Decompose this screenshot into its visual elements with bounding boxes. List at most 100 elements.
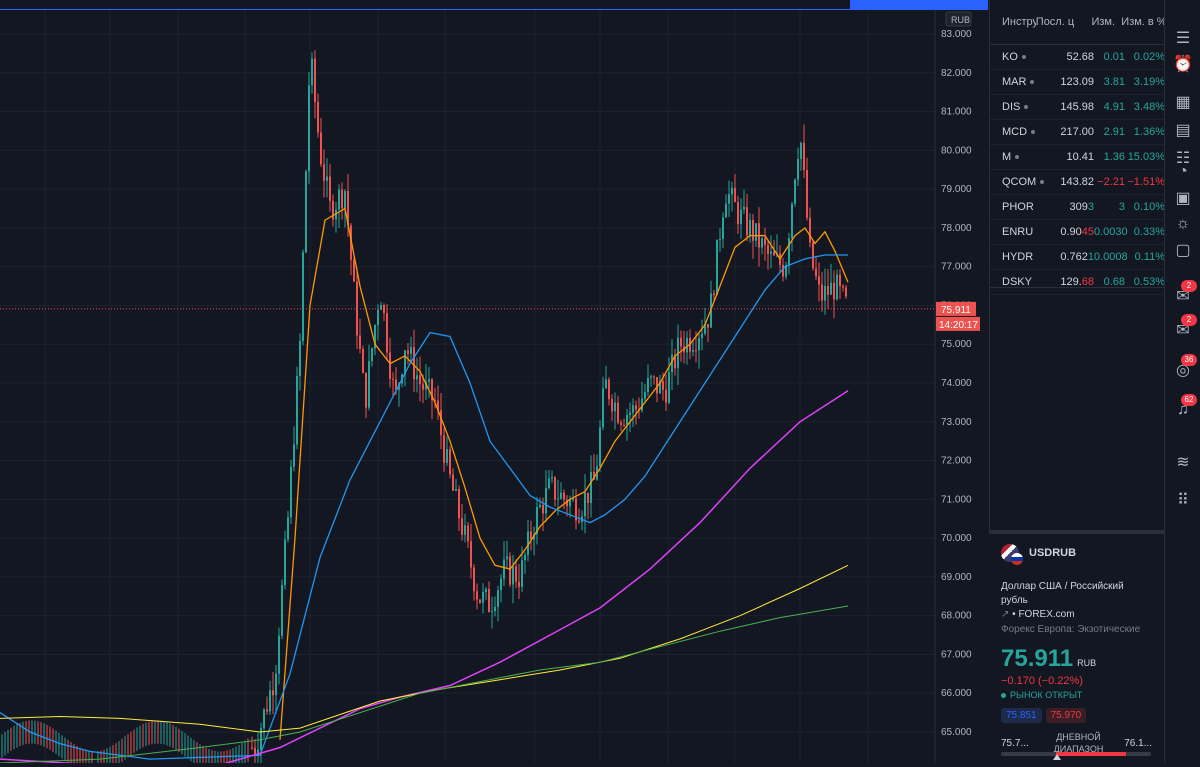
external-link-icon[interactable]: ↗ (1001, 609, 1010, 620)
alarm-clock-icon[interactable]: ⏰ (1173, 56, 1193, 73)
row-symbol[interactable]: QCOM (990, 176, 1054, 188)
calendar-grid-icon[interactable]: ▦ (1175, 94, 1191, 111)
streams-badge: 36 (1181, 354, 1197, 366)
candle-body (362, 348, 364, 373)
row-symbol[interactable]: PHOR (990, 201, 1054, 213)
candle-body (587, 492, 589, 503)
row-last-price: 145.98 (1054, 101, 1094, 113)
messages-icon[interactable]: ✉ 2 (1171, 314, 1197, 342)
details-price-block: 75.911 RUB (989, 635, 1164, 673)
candle-body (662, 381, 664, 390)
candle-body (320, 132, 322, 165)
ma-200-line (0, 564, 849, 733)
last-price-tag: 75.911 (941, 305, 971, 316)
watchlist-row-dis[interactable]: DIS 145.98 4.91 3.48% (990, 95, 1165, 120)
candle-body (377, 309, 379, 326)
details-source[interactable]: FOREX.com (1018, 609, 1075, 620)
candle-body (419, 375, 421, 385)
price-tick-label: 69.000 (941, 572, 972, 583)
row-symbol[interactable]: HYDR (990, 251, 1054, 263)
watchlist-row-mcd[interactable]: MCD 217.00 2.91 1.36% (990, 120, 1165, 145)
candle-body (431, 379, 433, 401)
last-price-value: 217.00 (1060, 126, 1094, 138)
candle-body (353, 259, 355, 282)
candle-body (800, 143, 802, 160)
news-icon[interactable]: ▤ (1175, 122, 1191, 139)
candle-body (434, 400, 436, 402)
watchlist-row-ko[interactable]: KO 52.68 0.01 0.02% (990, 45, 1165, 70)
watchlist-icon[interactable]: ☰ (1175, 30, 1191, 47)
candle-body (620, 422, 622, 425)
row-symbol-text: DSKY (1002, 276, 1032, 288)
data-window-icon[interactable]: ▢ (1175, 242, 1191, 259)
candle-body (296, 375, 298, 445)
row-symbol[interactable]: DIS (990, 101, 1054, 113)
watchlist-row-mar[interactable]: MAR 123.09 3.81 3.19% (990, 70, 1165, 95)
candle-body (494, 607, 496, 611)
row-last-price: 143.82 (1054, 176, 1094, 188)
candle-body (368, 361, 370, 408)
candle-body (794, 179, 796, 204)
candle-body (740, 209, 742, 225)
candle-body (557, 498, 559, 500)
column-header-change[interactable]: Изм. (1091, 16, 1116, 28)
candle-body (464, 525, 466, 535)
candle-body (461, 518, 463, 535)
candle-body (716, 239, 718, 296)
last-price-tail: 68 (1081, 276, 1094, 288)
pie-chart-icon[interactable]: ◔ (1178, 163, 1188, 180)
details-header[interactable]: USDRUB (989, 534, 1164, 565)
candle-body (713, 293, 715, 296)
watchlist-row-phor[interactable]: PHOR 3093 3 0.10% (990, 195, 1165, 220)
watchlist-row-qcom[interactable]: QCOM 143.82 −2.21 −1.51% (990, 170, 1165, 195)
range-high: 76.1... (1124, 737, 1152, 749)
column-header-symbol[interactable]: Инстру (1002, 16, 1036, 28)
watchlist-row-dsky[interactable]: DSKY 129.68 0.68 0.53% (990, 270, 1165, 295)
watchlist-row-hydr[interactable]: HYDR 0.7621 0.0008 0.11% (990, 245, 1165, 270)
candle-body (251, 747, 253, 749)
currency-box (945, 11, 972, 27)
price-chart[interactable]: 83.000 82.000 81.000 80.000 79.000 78.000 77.0… (0, 0, 988, 763)
streams-icon[interactable]: ◎ 36 (1171, 354, 1197, 382)
drag-handle-icon[interactable]: ⠿ (1177, 492, 1189, 509)
row-symbol[interactable]: MAR (990, 76, 1054, 88)
candle-body (254, 747, 256, 756)
chat-icon[interactable]: ✉ 2 (1171, 280, 1197, 308)
column-header-change-pct[interactable]: Изм. в % (1121, 16, 1165, 28)
calendar-icon[interactable]: ▣ (1175, 190, 1191, 207)
candle-body (827, 285, 829, 295)
top-strip-highlight (850, 0, 988, 9)
row-symbol[interactable]: MCD (990, 126, 1054, 138)
watchlist-row-m[interactable]: M 10.41 1.36 15.03% (990, 145, 1165, 170)
order-panel-icon[interactable]: ≋ (1176, 454, 1190, 471)
notifications-badge: 62 (1181, 394, 1197, 406)
candle-body (500, 578, 502, 591)
row-last-price: 0.9045 (1054, 226, 1094, 238)
row-change: 0.0008 (1094, 251, 1128, 263)
last-price-tail: 1 (1087, 251, 1094, 263)
candle-body (518, 581, 520, 587)
row-symbol[interactable]: KO (990, 51, 1054, 63)
range-bar (1001, 752, 1151, 760)
column-header-last[interactable]: Посл. ц (1035, 16, 1075, 28)
candle-body (257, 749, 259, 756)
idea-bulb-icon[interactable]: ☼ (1175, 215, 1191, 232)
last-price-value: 143.82 (1060, 176, 1094, 188)
row-symbol[interactable]: M (990, 151, 1054, 163)
candle-body (497, 590, 499, 608)
bid-ask: 75.851 75.970 (989, 700, 1164, 723)
candle-body (317, 101, 319, 133)
candle-body (545, 488, 547, 514)
row-symbol[interactable]: ENRU (990, 226, 1054, 238)
watchlist-row-enru[interactable]: ENRU 0.9045 0.0030 0.33% (990, 220, 1165, 245)
details-symbol[interactable]: USDRUB (1029, 547, 1077, 559)
range-bar-fill (1056, 752, 1126, 756)
notifications-icon[interactable]: ♫ 62 (1171, 394, 1197, 422)
price-tick-label: 70.000 (941, 533, 972, 544)
price-tick-label: 82.000 (941, 68, 972, 79)
hotlist-icon[interactable]: ☷ (1175, 150, 1191, 167)
symbol-details-panel: USDRUB Доллар США / Российский рубль ↗ •… (989, 530, 1164, 767)
row-symbol[interactable]: DSKY (990, 276, 1054, 288)
row-last-price: 52.68 (1054, 51, 1094, 63)
chart-area[interactable]: 83.000 82.000 81.000 80.000 79.000 78.000 77.0… (0, 0, 988, 763)
